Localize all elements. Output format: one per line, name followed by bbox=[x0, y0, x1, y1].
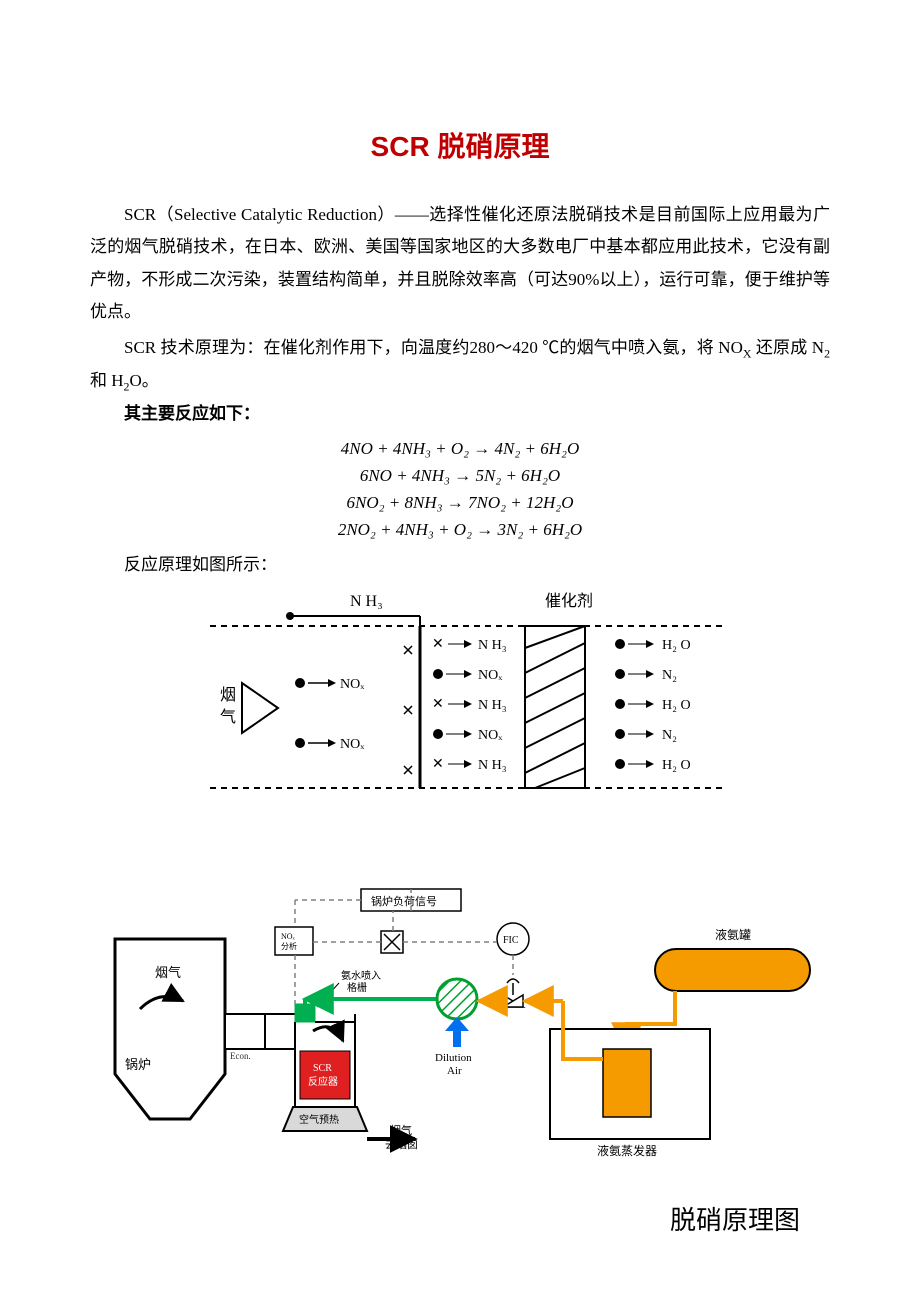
svg-text:✕: ✕ bbox=[432, 697, 444, 712]
sub-2a: 2 bbox=[824, 347, 830, 361]
d2-nh3-tank bbox=[655, 949, 810, 991]
para2-text-a: SCR 技术原理为：在催化剂作用下，向温度约280～420 ℃的烟气中喷入氨，将… bbox=[124, 338, 743, 357]
d1-right-column: H₂ O N₂ H₂ O N₂ H₂ O bbox=[615, 638, 691, 773]
svg-text:Air: Air bbox=[447, 1065, 462, 1077]
svg-text:NOₓ: NOₓ bbox=[340, 677, 365, 692]
svg-text:FIC: FIC bbox=[503, 935, 519, 946]
d1-catalyst-label: 催化剂 bbox=[545, 592, 593, 610]
svg-text:Dilution: Dilution bbox=[435, 1052, 472, 1064]
svg-text:格栅: 格栅 bbox=[347, 981, 367, 994]
svg-text:SCR: SCR bbox=[313, 1063, 332, 1074]
svg-text:✕: ✕ bbox=[432, 757, 444, 772]
para2-text-c: 和 H bbox=[90, 371, 124, 390]
svg-text:H₂ O: H₂ O bbox=[662, 638, 691, 653]
svg-text:NOₓ: NOₓ bbox=[281, 932, 296, 941]
svg-text:液氨罐: 液氨罐 bbox=[715, 927, 751, 942]
d1-mid-column: ✕ N H₃ NOₓ ✕ N H₃ NOₓ ✕ N H₃ bbox=[432, 637, 507, 773]
svg-text:Econ.: Econ. bbox=[230, 1051, 251, 1061]
equations-label: 其主要反应如下： bbox=[90, 398, 830, 430]
svg-text:氨水喷入: 氨水喷入 bbox=[341, 969, 381, 982]
d2-dilution-air-arrow bbox=[445, 1017, 469, 1047]
equation-1: 4NO + 4NH₃ + O₂ → 4N₂ + 6H₂O bbox=[90, 435, 830, 462]
svg-text:空气预热: 空气预热 bbox=[299, 1113, 339, 1126]
d1-flue-char1: 烟 bbox=[220, 686, 236, 704]
svg-text:锅炉: 锅炉 bbox=[125, 1057, 151, 1072]
svg-text:烟气: 烟气 bbox=[155, 965, 181, 980]
svg-text:N₂: N₂ bbox=[662, 728, 677, 743]
svg-text:液氨蒸发器: 液氨蒸发器 bbox=[597, 1143, 657, 1158]
paragraph-1-text: SCR（Selective Catalytic Reduction）——选择性催… bbox=[90, 205, 830, 321]
svg-text:NOₓ: NOₓ bbox=[478, 728, 503, 743]
svg-text:去烟囱: 去烟囱 bbox=[385, 1137, 418, 1151]
equation-3: 6NO₂ + 8NH₃ → 7NO₂ + 12H₂O bbox=[90, 489, 830, 516]
figure-label: 反应原理如图所示： bbox=[90, 549, 830, 581]
paragraph-1: SCR（Selective Catalytic Reduction）——选择性催… bbox=[90, 199, 830, 328]
svg-text:N₂: N₂ bbox=[662, 668, 677, 683]
svg-text:NOₓ: NOₓ bbox=[478, 668, 503, 683]
svg-text:锅炉负荷信号: 锅炉负荷信号 bbox=[371, 894, 437, 908]
svg-text:反应器: 反应器 bbox=[308, 1075, 338, 1088]
svg-text:分析: 分析 bbox=[281, 941, 297, 951]
schematic-caption: 脱硝原理图 bbox=[90, 1196, 800, 1245]
paragraph-2: SCR 技术原理为：在催化剂作用下，向温度约280～420 ℃的烟气中喷入氨，将… bbox=[90, 332, 830, 398]
d2-scr-reactor bbox=[300, 1051, 350, 1099]
sub-x: X bbox=[743, 347, 752, 361]
svg-text:N H₃: N H₃ bbox=[478, 638, 507, 653]
system-schematic-diagram: 烟气 锅炉 Econ. 氨水喷入 格栅 SCR bbox=[90, 859, 830, 1190]
svg-text:H₂ O: H₂ O bbox=[662, 698, 691, 713]
svg-text:H₂ O: H₂ O bbox=[662, 758, 691, 773]
equation-2: 6NO + 4NH₃ → 5N₂ + 6H₂O bbox=[90, 462, 830, 489]
para2-text-b: 还原成 N bbox=[756, 338, 824, 357]
para2-text-d: O。 bbox=[129, 371, 158, 390]
svg-text:烟气: 烟气 bbox=[390, 1123, 412, 1137]
reaction-principle-diagram: N H₃ 催化剂 bbox=[90, 588, 830, 829]
svg-text:NOₓ: NOₓ bbox=[340, 737, 365, 752]
equation-4: 2NO₂ + 4NH₃ + O₂ → 3N₂ + 6H₂O bbox=[90, 516, 830, 543]
svg-text:✕: ✕ bbox=[432, 637, 444, 652]
d2-mixer bbox=[437, 979, 477, 1019]
d1-flue-char2: 气 bbox=[220, 708, 236, 726]
d1-nh3-top-label: N H₃ bbox=[350, 593, 383, 610]
svg-text:N H₃: N H₃ bbox=[478, 758, 507, 773]
page-title: SCR 脱硝原理 bbox=[90, 120, 830, 173]
d1-left-column: NOₓ NOₓ bbox=[295, 677, 365, 752]
equations-block: 4NO + 4NH₃ + O₂ → 4N₂ + 6H₂O 6NO + 4NH₃ … bbox=[90, 435, 830, 544]
svg-text:N H₃: N H₃ bbox=[478, 698, 507, 713]
d2-control-valve bbox=[503, 979, 523, 1007]
